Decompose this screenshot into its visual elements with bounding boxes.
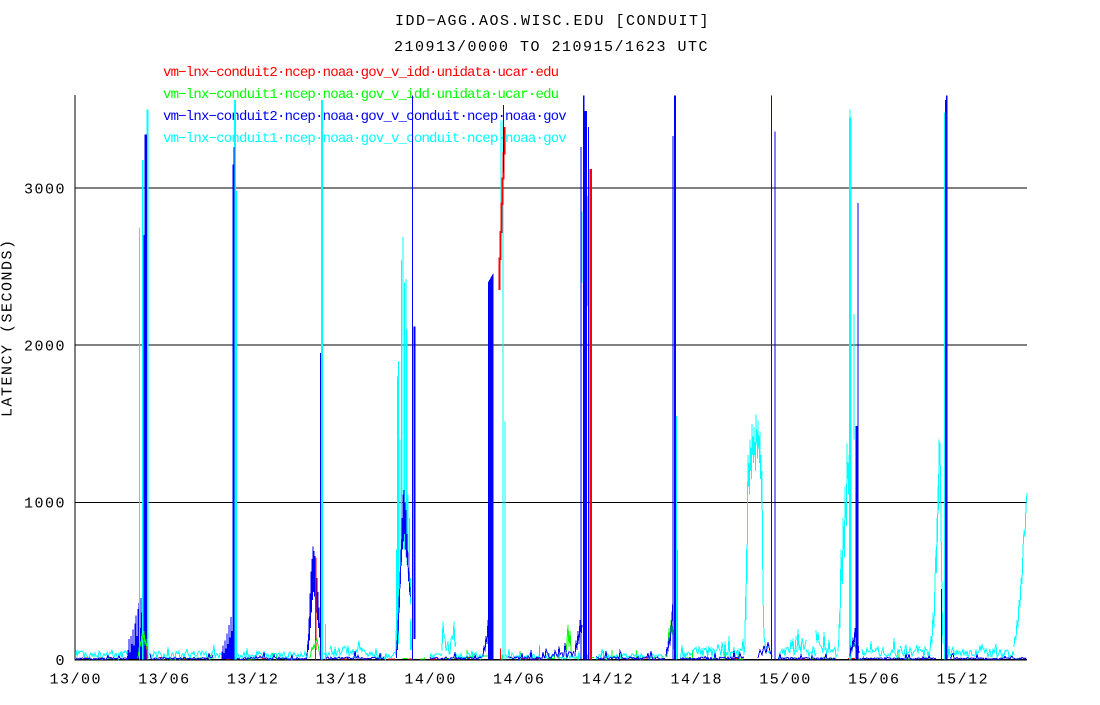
svg-text:14/06: 14/06	[493, 672, 546, 689]
svg-text:2000: 2000	[24, 339, 66, 356]
svg-text:14/18: 14/18	[670, 672, 723, 689]
svg-text:14/00: 14/00	[404, 672, 457, 689]
svg-text:15/12: 15/12	[937, 672, 990, 689]
svg-text:LATENCY (SECONDS): LATENCY (SECONDS)	[0, 238, 17, 417]
svg-text:0: 0	[55, 653, 66, 670]
svg-text:3000: 3000	[24, 181, 66, 198]
svg-text:1000: 1000	[24, 496, 66, 513]
svg-text:210913/0000 TO 210915/1623 UTC: 210913/0000 TO 210915/1623 UTC	[394, 39, 709, 56]
svg-text:15/06: 15/06	[848, 672, 901, 689]
svg-text:vm−lnx−conduit2·ncep·noaa·gov_: vm−lnx−conduit2·ncep·noaa·gov_v_conduit·…	[163, 109, 566, 125]
svg-text:13/06: 13/06	[138, 672, 191, 689]
svg-text:15/00: 15/00	[759, 672, 812, 689]
svg-text:vm−lnx−conduit1·ncep·noaa·gov_: vm−lnx−conduit1·ncep·noaa·gov_v_conduit·…	[163, 131, 566, 147]
svg-text:14/12: 14/12	[582, 672, 635, 689]
svg-text:13/12: 13/12	[227, 672, 280, 689]
svg-text:vm−lnx−conduit1·ncep·noaa·gov_: vm−lnx−conduit1·ncep·noaa·gov_v_idd·unid…	[163, 87, 559, 103]
svg-text:13/00: 13/00	[49, 672, 102, 689]
svg-text:vm−lnx−conduit2·ncep·noaa·gov_: vm−lnx−conduit2·ncep·noaa·gov_v_idd·unid…	[163, 65, 559, 81]
svg-text:IDD−AGG.AOS.WISC.EDU [CONDUIT]: IDD−AGG.AOS.WISC.EDU [CONDUIT]	[395, 13, 710, 30]
svg-text:13/18: 13/18	[316, 672, 369, 689]
